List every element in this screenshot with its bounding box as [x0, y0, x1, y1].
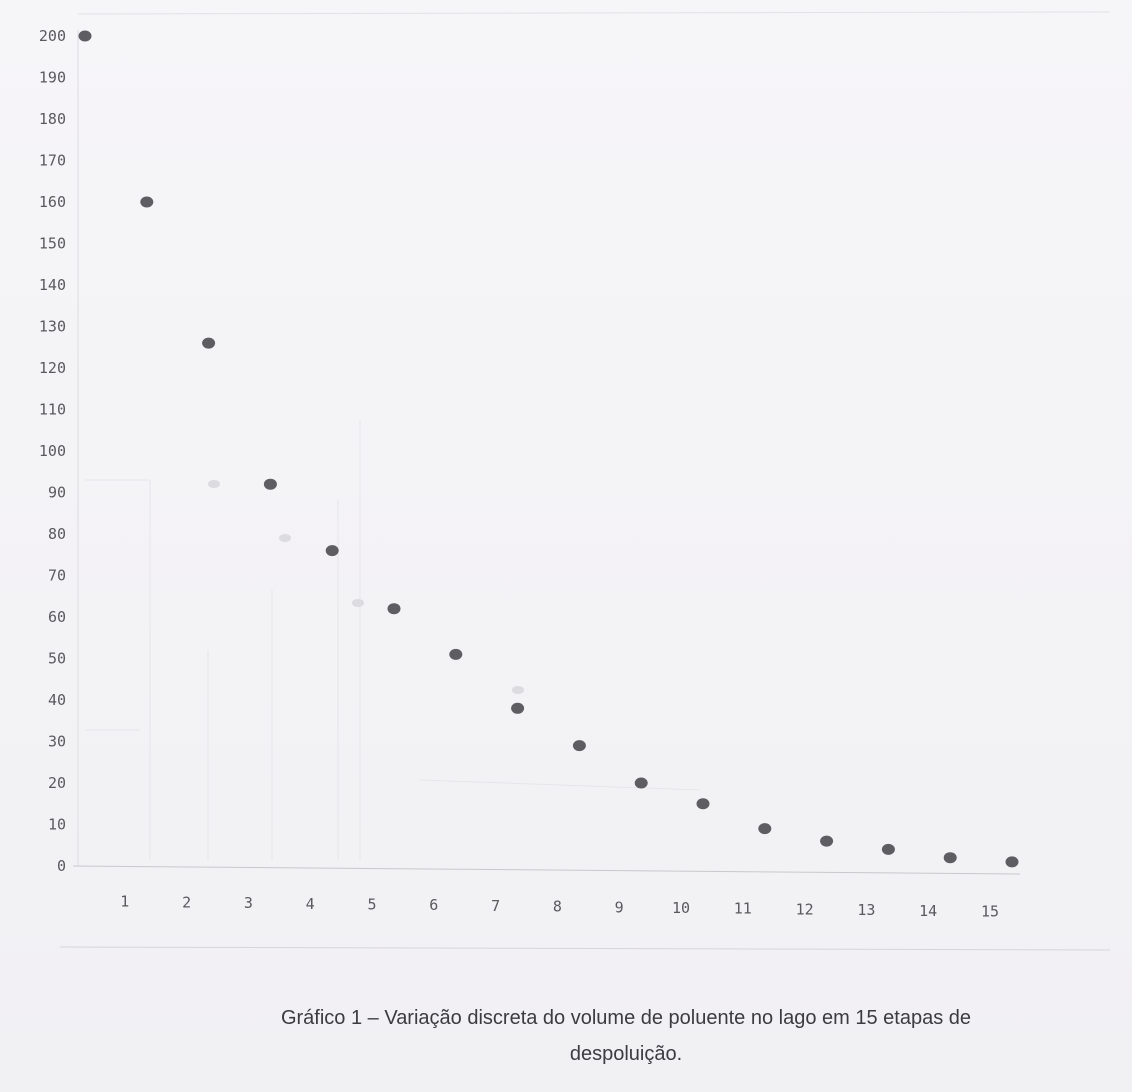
x-tick-label: 11: [734, 900, 752, 918]
data-point: [511, 702, 525, 714]
x-tick-label: 5: [367, 896, 376, 914]
chart-axes: [59, 11, 1111, 951]
y-tick-label: 150: [39, 235, 66, 253]
x-tick-label: 2: [182, 893, 191, 911]
y-tick-label: 70: [48, 567, 66, 585]
x-tick-label: 4: [306, 895, 315, 913]
y-tick-label: 130: [39, 318, 66, 336]
x-tick-label: 9: [615, 898, 624, 916]
y-tick-label: 170: [39, 152, 66, 170]
data-point: [943, 852, 957, 864]
y-tick-label: 120: [39, 359, 66, 377]
y-tick-label: 110: [39, 401, 66, 419]
y-tick-label: 60: [48, 608, 66, 626]
y-tick-label: 0: [57, 857, 66, 875]
figure-caption: Gráfico 1 – Variação discreta do volume …: [120, 1000, 1132, 1072]
x-tick-label: 6: [429, 896, 438, 914]
x-tick-label: 13: [857, 901, 875, 919]
data-point: [202, 337, 216, 349]
scatter-chart: 2001901801701601501401301201101009080706…: [39, 11, 1111, 951]
y-tick-label: 90: [48, 484, 66, 502]
x-tick-label: 7: [491, 897, 500, 915]
y-tick-label: 10: [48, 816, 66, 834]
data-point: [387, 603, 401, 615]
x-tick-label: 14: [919, 902, 937, 920]
x-tick-label: 8: [553, 898, 562, 916]
data-point: [758, 823, 772, 835]
y-tick-label: 160: [39, 193, 66, 211]
faint-pencil-marks: [85, 420, 701, 860]
data-point: [263, 478, 277, 490]
x-tick-label: 10: [672, 899, 690, 917]
y-tick-label: 200: [39, 27, 66, 45]
x-tick-label: 1: [120, 893, 129, 911]
data-point: [449, 648, 463, 660]
data-point: [325, 545, 339, 557]
y-tick-label: 40: [48, 691, 66, 709]
data-point: [78, 30, 92, 42]
data-points: [78, 30, 1019, 868]
data-point: [140, 196, 154, 208]
data-point: [634, 777, 648, 789]
data-point: [696, 798, 710, 810]
y-axis-tick-labels: 2001901801701601501401301201101009080706…: [39, 27, 66, 875]
y-tick-label: 180: [39, 110, 66, 128]
data-point: [881, 843, 895, 855]
caption-line-2: despoluição.: [569, 1043, 683, 1065]
y-tick-label: 20: [48, 774, 66, 792]
y-tick-label: 30: [48, 733, 66, 751]
data-point: [572, 740, 586, 752]
y-tick-label: 80: [48, 525, 66, 543]
bottom-divider-line: [59, 946, 1111, 951]
pencil-mark: [419, 779, 701, 791]
x-axis-line: [72, 865, 1021, 875]
x-tick-label: 12: [796, 900, 814, 918]
faint-pencil-dot: [352, 599, 364, 607]
faint-pencil-dot: [512, 686, 524, 694]
caption-line-1: Gráfico 1 – Variação discreta do volume …: [280, 1007, 972, 1029]
faint-pencil-dot: [279, 534, 291, 542]
data-point: [820, 835, 834, 847]
x-axis-tick-labels: 1 2 3 4 5 6 7 8 9 10 11 12 13 14 15: [120, 893, 999, 921]
faint-pencil-dot: [208, 480, 220, 488]
x-tick-label: 15: [981, 903, 999, 921]
y-tick-label: 50: [48, 650, 66, 668]
y-tick-label: 100: [39, 442, 66, 460]
x-tick-label: 3: [244, 894, 253, 912]
y-tick-label: 140: [39, 276, 66, 294]
y-tick-label: 190: [39, 69, 66, 87]
data-point: [1005, 856, 1019, 868]
top-border-line: [77, 11, 1111, 15]
